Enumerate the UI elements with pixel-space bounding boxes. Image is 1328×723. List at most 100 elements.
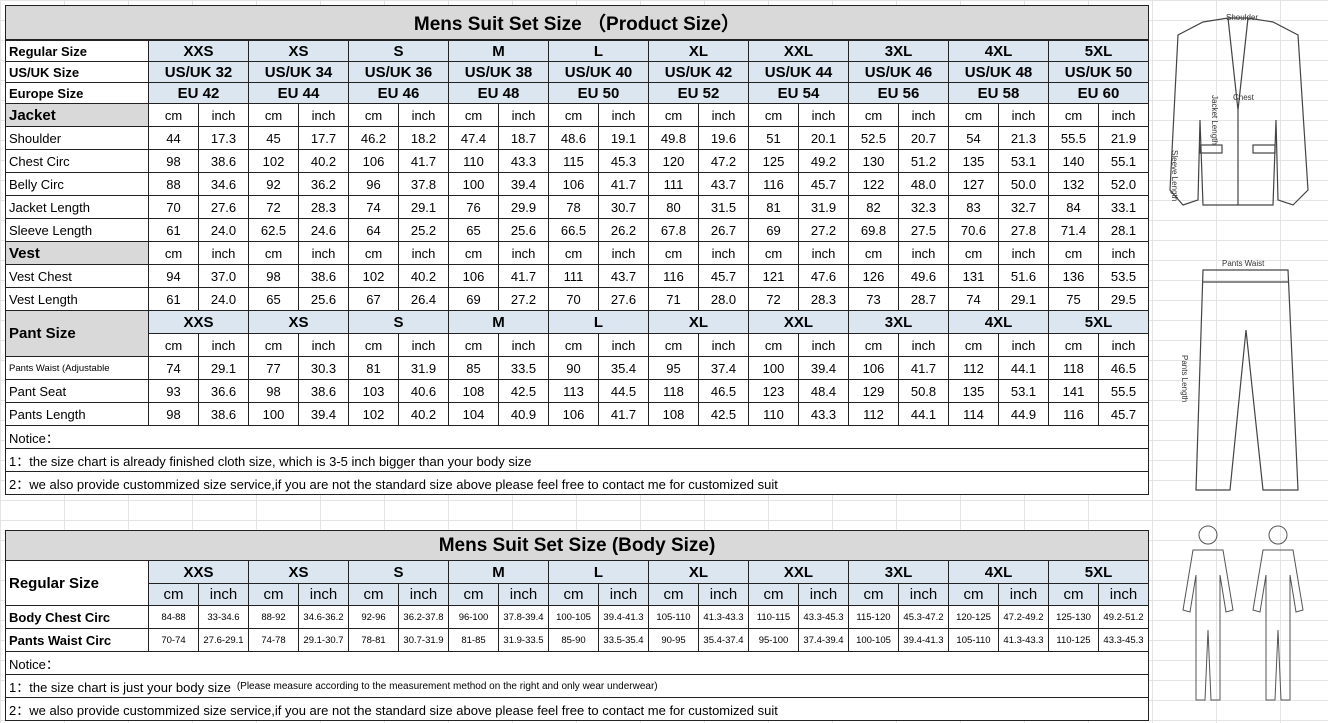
table-cell: 120-125: [948, 605, 999, 629]
table-cell: 40.6: [398, 379, 449, 403]
table-cell: 20.1: [798, 126, 849, 150]
table-cell: inch: [398, 333, 449, 357]
table-cell: 32.3: [898, 195, 949, 219]
table-cell: 29.5: [1098, 287, 1149, 311]
table-cell: inch: [398, 583, 449, 606]
table-cell: 39.4-41.3: [898, 628, 949, 652]
table-cell: 5XL: [1048, 40, 1149, 62]
table-cell: S: [348, 40, 449, 62]
table-cell: 80: [648, 195, 699, 219]
table-cell: 40.2: [398, 264, 449, 288]
table-cell: 98: [148, 149, 199, 173]
table-cell: cm: [448, 103, 499, 127]
table-cell: 49.8: [648, 126, 699, 150]
table-cell: 112: [848, 402, 899, 426]
table-cell: XXS: [148, 310, 249, 334]
table-cell: 48.6: [548, 126, 599, 150]
table-cell: 71.4: [1048, 218, 1099, 242]
table-cell: 29.9: [498, 195, 549, 219]
table-cell: inch: [998, 241, 1049, 265]
table-cell: inch: [898, 103, 949, 127]
table-cell: 44: [148, 126, 199, 150]
table-cell: 45.7: [1098, 402, 1149, 426]
table-cell: 45.3: [598, 149, 649, 173]
table-cell: inch: [798, 103, 849, 127]
table-cell: 118: [648, 379, 699, 403]
table-cell: XL: [648, 40, 749, 62]
table-cell: 30.3: [298, 356, 349, 380]
table-cell: 105-110: [948, 628, 999, 652]
table-cell: cm: [748, 583, 799, 606]
table-cell: L: [548, 560, 649, 584]
table-cell: 125-130: [1048, 605, 1099, 629]
table-cell: 74: [948, 287, 999, 311]
table-cell: 106: [348, 149, 399, 173]
body-drawing: [1182, 525, 1304, 701]
table-cell: inch: [598, 583, 649, 606]
table-cell: XXL: [748, 560, 849, 584]
table-cell: 31.9-33.5: [498, 628, 549, 652]
table-cell: 45.7: [698, 264, 749, 288]
table-cell: EU 52: [648, 82, 749, 104]
table-cell: 70-74: [148, 628, 199, 652]
table-cell: EU 48: [448, 82, 549, 104]
table-cell: 118: [1048, 356, 1099, 380]
table-cell: Belly Circ: [5, 172, 149, 196]
table-cell: 126: [848, 264, 899, 288]
table-cell: cm: [948, 103, 999, 127]
table-cell: 102: [348, 402, 399, 426]
illustrations: Shoulder Chest Sleeve Length Jacket Leng…: [1169, 13, 1309, 701]
table-cell: 75: [1048, 287, 1099, 311]
table-cell: 96-100: [448, 605, 499, 629]
table-cell: cm: [248, 333, 299, 357]
jacket-label: Shoulder: [1226, 13, 1258, 22]
table-cell: inch: [498, 583, 549, 606]
table-cell: 4XL: [948, 310, 1049, 334]
table-cell: inch: [998, 103, 1049, 127]
table-cell: inch: [1098, 333, 1149, 357]
table-cell: 55.5: [1048, 126, 1099, 150]
table-cell: 81-85: [448, 628, 499, 652]
table-cell: 25.6: [498, 218, 549, 242]
table-cell: XS: [248, 310, 349, 334]
table-cell: inch: [798, 583, 849, 606]
table-cell: 74: [148, 356, 199, 380]
table-cell: 43.3-45.3: [1098, 628, 1149, 652]
table-cell: cm: [348, 583, 399, 606]
table-cell: XXL: [748, 310, 849, 334]
table-cell: 28.1: [1098, 218, 1149, 242]
table-cell: 88: [148, 172, 199, 196]
table-cell: 135: [948, 149, 999, 173]
table-cell: M: [448, 40, 549, 62]
table-cell: 35.4: [598, 356, 649, 380]
table-cell: 127: [948, 172, 999, 196]
table-cell: inch: [698, 103, 749, 127]
table-cell: cm: [648, 103, 699, 127]
table-cell: cm: [248, 241, 299, 265]
table-cell: 92-96: [348, 605, 399, 629]
pants-label: Pants Length: [1180, 355, 1189, 402]
table-cell: 104: [448, 402, 499, 426]
table-cell: 100-105: [848, 628, 899, 652]
table-cell: 112: [948, 356, 999, 380]
table-cell: 21.9: [1098, 126, 1149, 150]
table-cell: 76: [448, 195, 499, 219]
table-cell: inch: [198, 333, 249, 357]
table-cell: 33.1: [1098, 195, 1149, 219]
table-cell: 26.7: [698, 218, 749, 242]
table-cell: 110-125: [1048, 628, 1099, 652]
table-cell: Notice：: [5, 425, 1149, 449]
table-cell: 49.2: [798, 149, 849, 173]
table-cell: 83: [948, 195, 999, 219]
table-cell: XXS: [148, 560, 249, 584]
table-cell: 51: [748, 126, 799, 150]
table-cell: 37.0: [198, 264, 249, 288]
table-cell: 40.9: [498, 402, 549, 426]
table-cell: cm: [448, 333, 499, 357]
table-cell: 78: [548, 195, 599, 219]
table-cell: 116: [748, 172, 799, 196]
table-cell: inch: [898, 333, 949, 357]
table-cell: cm: [548, 333, 599, 357]
table-cell: 47.4: [448, 126, 499, 150]
